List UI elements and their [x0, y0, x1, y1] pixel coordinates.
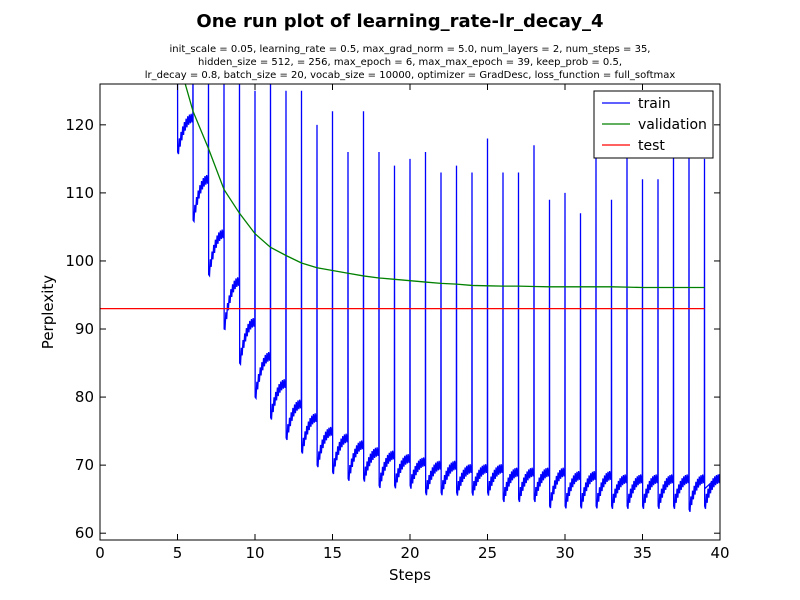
- x-tick-label: 10: [245, 544, 264, 562]
- y-tick-label: 60: [75, 524, 94, 542]
- chart-subtitle-line-2: hidden_size = 512, = 256, max_epoch = 6,…: [198, 57, 622, 68]
- legend-label-test: test: [638, 138, 665, 154]
- chart-title: One run plot of learning_rate-lr_decay_4: [196, 11, 603, 32]
- x-tick-label: 30: [555, 544, 574, 562]
- y-tick-label: 80: [75, 388, 94, 406]
- series-train-line: [176, 84, 720, 512]
- chart-subtitle-line-3: lr_decay = 0.8, batch_size = 20, vocab_s…: [145, 70, 676, 81]
- x-tick-label: 5: [173, 544, 183, 562]
- series-validation-line: [184, 84, 705, 289]
- y-axis: 60 70 80 90 100 110 120: [65, 116, 720, 542]
- x-tick-label: 25: [478, 544, 497, 562]
- y-tick-label: 90: [75, 320, 94, 338]
- x-axis-label: Steps: [389, 566, 431, 584]
- legend: train validation test: [593, 90, 714, 159]
- y-tick-label: 120: [65, 116, 94, 134]
- legend-label-validation: validation: [638, 117, 707, 133]
- y-tick-label: 70: [75, 456, 94, 474]
- x-tick-label: 40: [710, 544, 729, 562]
- x-tick-label: 15: [323, 544, 342, 562]
- y-tick-label: 100: [65, 252, 94, 270]
- y-axis-label: Perplexity: [39, 275, 57, 349]
- chart-subtitle-line-1: init_scale = 0.05, learning_rate = 0.5, …: [170, 44, 651, 55]
- series-layer: [100, 84, 720, 512]
- x-tick-label: 0: [95, 544, 105, 562]
- x-tick-label: 20: [400, 544, 419, 562]
- legend-label-train: train: [638, 96, 671, 112]
- x-tick-label: 35: [633, 544, 652, 562]
- x-axis: 0 5 10 15 20 25 30 35 40: [95, 84, 730, 562]
- y-tick-label: 110: [65, 184, 94, 202]
